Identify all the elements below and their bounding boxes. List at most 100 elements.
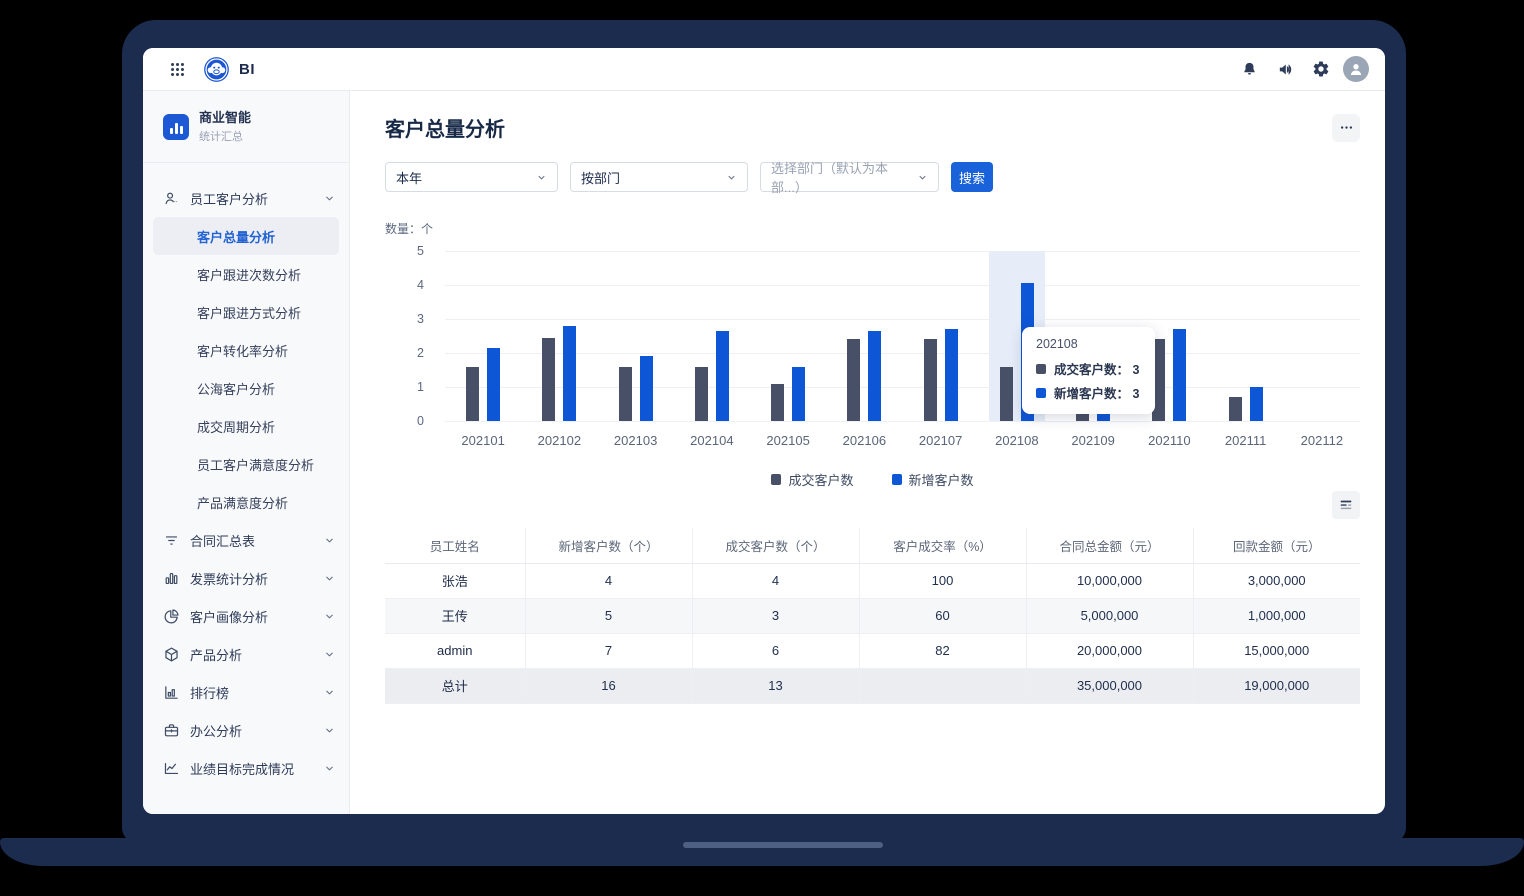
apps-grid-icon[interactable] xyxy=(163,55,191,83)
sidebar-menu: 员工客户分析 客户总量分析客户跟进次数分析 客户跟进方式分析 客户转化率分析 公海客户分… xyxy=(143,163,349,787)
y-tick-label: 3 xyxy=(417,312,424,326)
chart-month-group-202107 xyxy=(903,251,979,421)
chart-bar-新增客户数-202104[interactable] xyxy=(715,330,729,421)
chart-tooltip: 202108 成交客户数： 3 新增客户数： 3 xyxy=(1022,327,1156,414)
chevron-down-icon xyxy=(326,690,333,694)
chart-bar-新增客户数-202110[interactable] xyxy=(1173,329,1187,421)
sidebar-item-客户跟进次数分析[interactable]: 客户跟进次数分析 xyxy=(197,267,302,283)
legend-item-新增客户数[interactable]: 新增客户数 xyxy=(891,470,974,489)
sidebar-item-员工客户满意度分析[interactable]: 员工客户满意度分析 xyxy=(197,457,315,473)
sidebar-group-发票统计分析[interactable]: 发票统计分析 xyxy=(143,559,349,597)
x-axis-label: 202101 xyxy=(461,433,505,448)
table-cell: 张浩 xyxy=(385,563,526,599)
chart-bar-成交客户数-202101[interactable] xyxy=(466,366,480,421)
department-placeholder: 选择部门（默认为本部...） xyxy=(771,161,889,195)
sidebar-group-label: 办公分析 xyxy=(190,723,243,739)
chevron-down-icon xyxy=(728,175,735,180)
sidebar-group-产品分析[interactable]: 产品分析 xyxy=(143,635,349,673)
x-axis-label: 202108 xyxy=(995,433,1039,448)
sidebar-item-产品满意度分析[interactable]: 产品满意度分析 xyxy=(197,495,289,511)
chart-bar-成交客户数-202108[interactable] xyxy=(999,366,1013,421)
speaker-icon[interactable] xyxy=(1271,55,1299,83)
department-select[interactable]: 选择部门（默认为本部...） xyxy=(760,161,939,195)
sidebar-group-办公分析[interactable]: 办公分析 xyxy=(143,711,349,749)
sidebar-group-label: 发票统计分析 xyxy=(190,571,269,587)
y-tick-label: 1 xyxy=(417,380,424,394)
chevron-down-icon xyxy=(538,175,545,180)
sidebar-group-合同汇总表[interactable]: 合同汇总表 xyxy=(143,521,349,559)
gear-icon[interactable] xyxy=(1307,55,1335,83)
table-view-icon[interactable] xyxy=(1332,491,1360,519)
gridline xyxy=(445,285,1360,286)
laptop-base xyxy=(0,838,1524,866)
sidebar-item-客户总量分析[interactable]: 客户总量分析 xyxy=(153,217,339,255)
chart-bar-成交客户数-202111[interactable] xyxy=(1228,397,1242,421)
chart-bar-成交客户数-202102[interactable] xyxy=(542,337,556,421)
sidebar-group-排行榜[interactable]: 排行榜 xyxy=(143,673,349,711)
more-options-button[interactable] xyxy=(1332,113,1360,142)
time-range-select[interactable]: 本年 xyxy=(385,162,558,192)
chart-month-group-202102 xyxy=(521,251,597,421)
chart-bar-成交客户数-202104[interactable] xyxy=(694,366,708,421)
sidebar: 商业智能 统计汇总 员工客户分析 客户总量分析 客户跟进次数分析 客户跟进方式分析 客户… xyxy=(143,91,350,814)
sidebar-group-label: 合同汇总表 xyxy=(190,533,256,549)
table-cell: 15,000,000 xyxy=(1193,633,1360,669)
gridline xyxy=(445,251,1360,252)
legend-swatch xyxy=(771,474,782,485)
chart-bar-成交客户数-202106[interactable] xyxy=(847,339,861,421)
trend-icon xyxy=(164,762,179,774)
y-tick-label: 4 xyxy=(417,278,424,292)
chart-bar-成交客户数-202107[interactable] xyxy=(923,339,937,421)
table-cell: 13 xyxy=(692,668,860,704)
sidebar-group-label: 产品分析 xyxy=(190,647,243,663)
chart-bar-成交客户数-202110[interactable] xyxy=(1152,339,1166,421)
workspace-header[interactable]: 商业智能 统计汇总 xyxy=(143,91,349,163)
table-row: admin 7 6 82 20,000,000 15,000,000 xyxy=(385,633,1360,669)
table-header-cell: 客户成交率（%） xyxy=(859,528,1027,564)
sidebar-group-员工客户分析[interactable]: 员工客户分析 xyxy=(143,179,349,217)
chart-bar-新增客户数-202107[interactable] xyxy=(944,329,958,421)
chart-bar-新增客户数-202111[interactable] xyxy=(1249,387,1263,421)
series-swatch xyxy=(1036,387,1046,398)
table-cell xyxy=(859,668,1027,704)
y-tick-label: 0 xyxy=(417,414,424,428)
chart-bar-成交客户数-202103[interactable] xyxy=(618,366,632,421)
sidebar-item-成交周期分析[interactable]: 成交周期分析 xyxy=(197,419,276,435)
table-cell: 4 xyxy=(692,563,860,599)
chart-bar-成交客户数-202105[interactable] xyxy=(771,383,785,421)
employee-stats-table: 员工姓名 新增客户数（个） 成交客户数（个） 客户成交率（%） 合同总金额（元） 回款金额… xyxy=(385,528,1360,704)
table-cell: 总计 xyxy=(385,668,526,704)
sidebar-group-业绩目标完成情况[interactable]: 业绩目标完成情况 xyxy=(143,749,349,787)
brand-logo-monkey-icon[interactable] xyxy=(203,56,230,83)
chart-bar-新增客户数-202101[interactable] xyxy=(487,347,501,421)
x-axis-label: 202111 xyxy=(1224,433,1267,448)
table-cell: 6 xyxy=(692,633,860,669)
chart-bar-新增客户数-202105[interactable] xyxy=(792,366,806,421)
table-header-cell: 合同总金额（元） xyxy=(1026,528,1194,564)
chart-bar-新增客户数-202102[interactable] xyxy=(563,325,577,421)
legend-item-成交客户数[interactable]: 成交客户数 xyxy=(771,470,854,489)
table-header-cell: 回款金额（元） xyxy=(1193,528,1360,564)
x-axis-label: 202110 xyxy=(1148,433,1191,448)
sidebar-item-客户转化率分析[interactable]: 客户转化率分析 xyxy=(197,343,289,359)
app-window: BI xyxy=(143,48,1385,814)
sidebar-item-公海客户分析[interactable]: 公海客户分析 xyxy=(197,381,276,397)
bell-icon[interactable] xyxy=(1235,55,1263,83)
x-axis-label: 202109 xyxy=(1071,433,1115,448)
x-axis-label: 202103 xyxy=(613,433,658,448)
group-by-select[interactable]: 按部门 xyxy=(570,162,748,192)
page-header: 客户总量分析 xyxy=(385,113,1360,142)
sidebar-item-客户跟进方式分析[interactable]: 客户跟进方式分析 xyxy=(197,305,302,321)
chart-bar-新增客户数-202106[interactable] xyxy=(868,330,882,421)
chart-month-group-202103 xyxy=(598,251,674,421)
table-cell: 10,000,000 xyxy=(1026,563,1194,599)
search-button[interactable]: 搜索 xyxy=(951,162,993,192)
chart-month-group-202101 xyxy=(445,251,521,421)
chart-bar-新增客户数-202103[interactable] xyxy=(639,356,653,421)
page-title: 客户总量分析 xyxy=(385,119,505,141)
user-avatar[interactable] xyxy=(1343,56,1369,82)
sidebar-group-label: 业绩目标完成情况 xyxy=(190,761,295,777)
app-body: 商业智能 统计汇总 员工客户分析 客户总量分析 客户跟进次数分析 客户跟进方式分析 客户… xyxy=(143,91,1385,814)
sidebar-group-客户画像分析[interactable]: 客户画像分析 xyxy=(143,597,349,635)
